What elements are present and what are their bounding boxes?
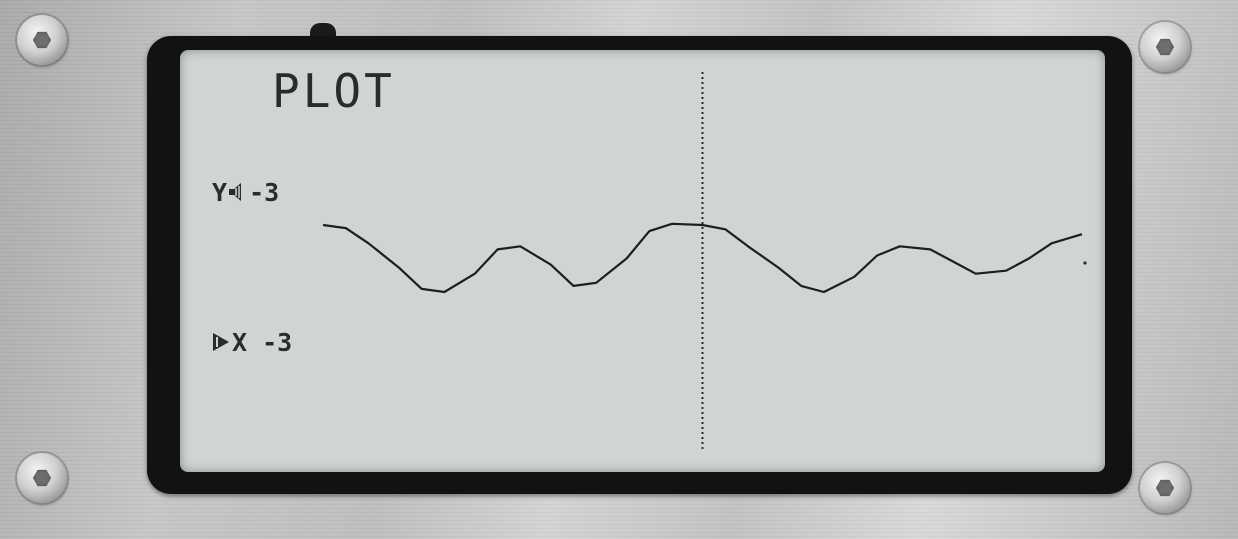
page-title: PLOT	[272, 64, 395, 118]
waveform-end-dot	[1083, 261, 1087, 265]
y-axis-label: Y	[212, 178, 228, 207]
x-axis-label: X	[232, 328, 248, 357]
play-marker-icon	[212, 330, 230, 359]
x-value: -3	[262, 328, 293, 357]
hex-screw-icon	[17, 15, 67, 65]
y-readout[interactable]: Y -3	[212, 178, 279, 209]
y-value: -3	[249, 178, 280, 207]
plot-area[interactable]	[180, 50, 1105, 472]
hex-screw-icon	[17, 453, 67, 503]
waveform-series	[322, 222, 1083, 294]
lcd-screen: PLOT Y -3 X -3	[180, 50, 1105, 472]
x-readout[interactable]: X -3	[212, 328, 292, 359]
hex-screw-icon	[1140, 22, 1190, 72]
speaker-icon	[227, 180, 247, 209]
hex-screw-icon	[1140, 463, 1190, 513]
